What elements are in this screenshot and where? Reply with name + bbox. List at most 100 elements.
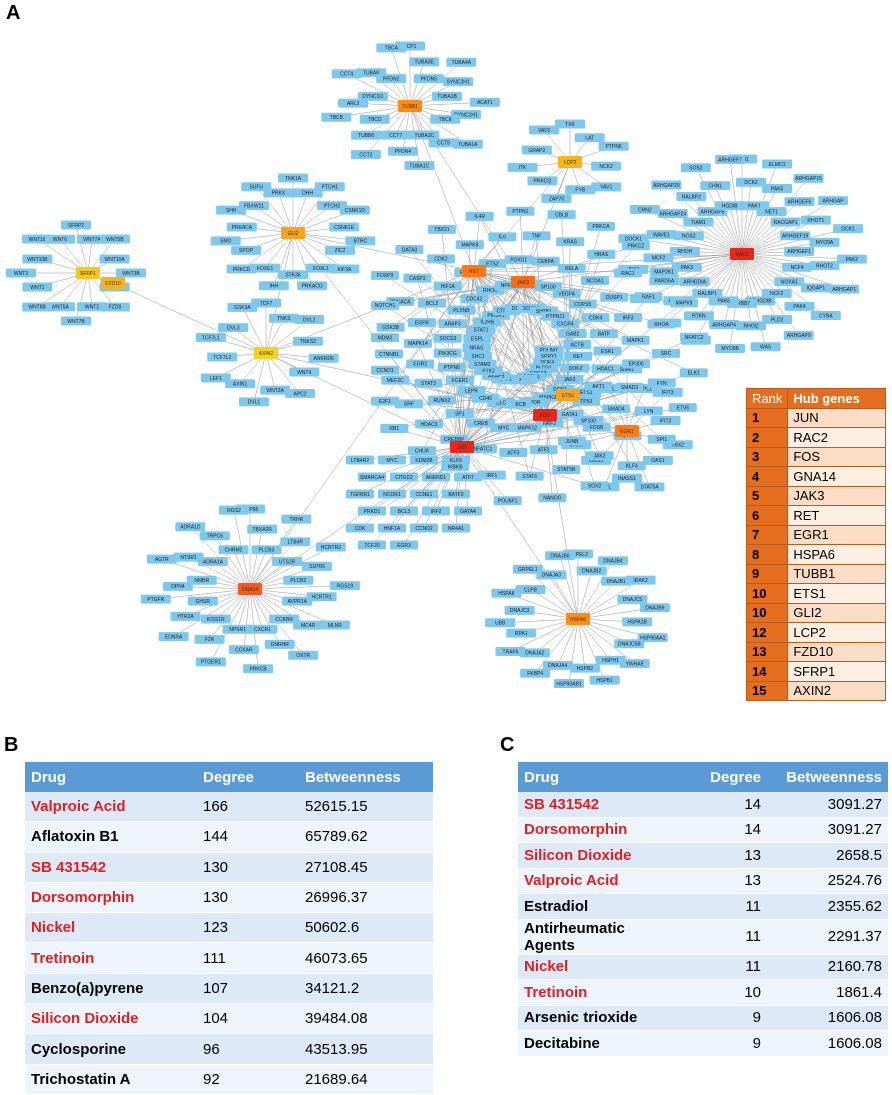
gene-label: CCND2 <box>415 526 432 532</box>
gene-node: DVL2 <box>294 315 324 324</box>
gene-label: CEBPA <box>537 259 554 265</box>
hub-rank: 12 <box>747 623 788 643</box>
drug-degree: 107 <box>197 973 299 1003</box>
gene-node: DVL3 <box>218 323 248 332</box>
gene-label: LAT <box>585 136 594 142</box>
gene-node: PTPN6 <box>599 142 629 151</box>
gene-node: EGR2 <box>406 359 434 368</box>
hub-gene-node: GLI2 <box>281 227 305 239</box>
gene-node: IQGAP1 <box>801 283 831 292</box>
gene-node: ZIC2 <box>325 246 355 255</box>
gene-label: JUN <box>457 445 467 451</box>
gene-node: TNKS2 <box>293 337 323 346</box>
network-edge <box>551 575 578 619</box>
gene-label: CDC42 <box>466 297 483 303</box>
hub-rank: 13 <box>747 642 788 662</box>
gene-label: CHUK <box>415 448 430 454</box>
gene-label: CCKAR <box>235 647 253 653</box>
gene-node: MLNR <box>320 621 350 630</box>
gene-label: NFATC2 <box>685 335 704 341</box>
gene-node: ARHGAP24 <box>658 209 688 218</box>
gene-label: ETS2 <box>486 261 499 267</box>
gene-label: NMBR <box>194 578 209 584</box>
gene-label: PRKCB <box>249 667 267 673</box>
gene-node: HSPH1 <box>596 656 626 665</box>
gene-label: MAPK12 <box>517 425 537 431</box>
gene-node: DYNC1I1 <box>358 92 388 101</box>
gene-node: MAPK14 <box>404 339 432 348</box>
gene-node: WNT8B <box>22 302 52 311</box>
gene-node: GRAP2 <box>522 146 552 155</box>
gene-node: HDAC1 <box>592 364 620 373</box>
gene-label: ESR1 <box>601 349 614 355</box>
gene-node: ARHGAP15 <box>794 174 824 183</box>
gene-node: MAPK9 <box>670 298 698 307</box>
drug-degree: 9 <box>670 1005 775 1031</box>
gene-node: RALBP1 <box>692 289 722 298</box>
gene-label: FOS <box>540 413 551 419</box>
gene-node: HDAC3 <box>415 419 443 428</box>
network-edge <box>724 254 742 325</box>
gene-node: CHUK <box>408 446 436 455</box>
gene-label: DNAJA4 <box>548 663 567 669</box>
drug-name: SB 431542 <box>25 852 197 882</box>
gene-label: JUNB <box>565 439 579 445</box>
gene-node: TUBA4A <box>446 58 476 67</box>
gene-node: BATF3 <box>442 490 470 499</box>
drug-degree: 14 <box>670 817 775 843</box>
gene-node: FKBP4 <box>520 669 550 678</box>
gene-label: TNKS <box>277 316 291 322</box>
network-edge <box>293 193 308 233</box>
gene-label: ACTB <box>570 342 584 348</box>
gene-label: GATA4 <box>460 509 476 515</box>
gene-node: ANKRD1 <box>422 473 450 482</box>
gene-label: DNAJA2 <box>525 651 544 657</box>
gene-label: FZD8 <box>109 305 122 311</box>
gene-node: SMO <box>211 236 241 245</box>
gene-label: ITK <box>519 165 527 171</box>
gene-label: WAS <box>760 345 772 351</box>
gene-node: MCF2 <box>644 253 674 262</box>
gene-node: LTB4R2 <box>346 456 374 465</box>
gene-label: PTGER1 <box>201 660 221 666</box>
gene-label: ETS1 <box>580 390 593 396</box>
gene-node: SFRP2 <box>61 221 91 230</box>
gene-node: DNAJB4 <box>598 556 628 565</box>
drug-betweenness: 34121.2 <box>299 973 433 1003</box>
gene-node: TCF7L1 <box>196 333 226 342</box>
gene-label: TUBA4A <box>452 60 472 66</box>
gene-node: RHOT1 <box>801 216 831 225</box>
gene-node: FYN <box>648 378 676 387</box>
gene-node: FOSB <box>583 423 611 432</box>
gene-label: BTRC <box>353 239 367 245</box>
gene-label: MYO9A <box>816 240 834 246</box>
hub-rank: 6 <box>747 506 788 526</box>
gene-label: WNT5B <box>106 237 124 243</box>
drug-name: Valproic Acid <box>25 792 197 822</box>
gene-node: PRKD1 <box>358 507 386 516</box>
hub-gene: EGR1 <box>788 525 886 545</box>
gene-node: RHOH <box>670 247 700 256</box>
drug-degree: 166 <box>197 792 299 822</box>
gene-node: PTGER1 <box>196 657 226 666</box>
drug-betweenness: 46073.65 <box>299 943 433 973</box>
gene-node: WNT3 <box>6 269 36 278</box>
gene-node: KLF4 <box>618 461 646 470</box>
gene-label: CYBA <box>819 313 833 319</box>
gene-label: PRKCQ <box>534 179 552 185</box>
gene-node: JUNB <box>558 437 586 446</box>
gene-node: NRAS <box>462 343 490 352</box>
gene-label: ZAP70 <box>549 196 565 202</box>
gene-node: GAB2 <box>559 329 587 338</box>
gene-node: CCNE1 <box>410 490 438 499</box>
gene-label: NFATC1 <box>474 447 493 453</box>
gene-label: DHH <box>302 191 313 197</box>
gene-node: HRAS <box>587 250 615 259</box>
gene-label: TRHR <box>289 517 303 523</box>
gene-label: DNAJB6 <box>550 554 569 560</box>
gene-label: HSP90AB1 <box>556 681 582 687</box>
gene-node: CEBPA <box>532 257 560 266</box>
